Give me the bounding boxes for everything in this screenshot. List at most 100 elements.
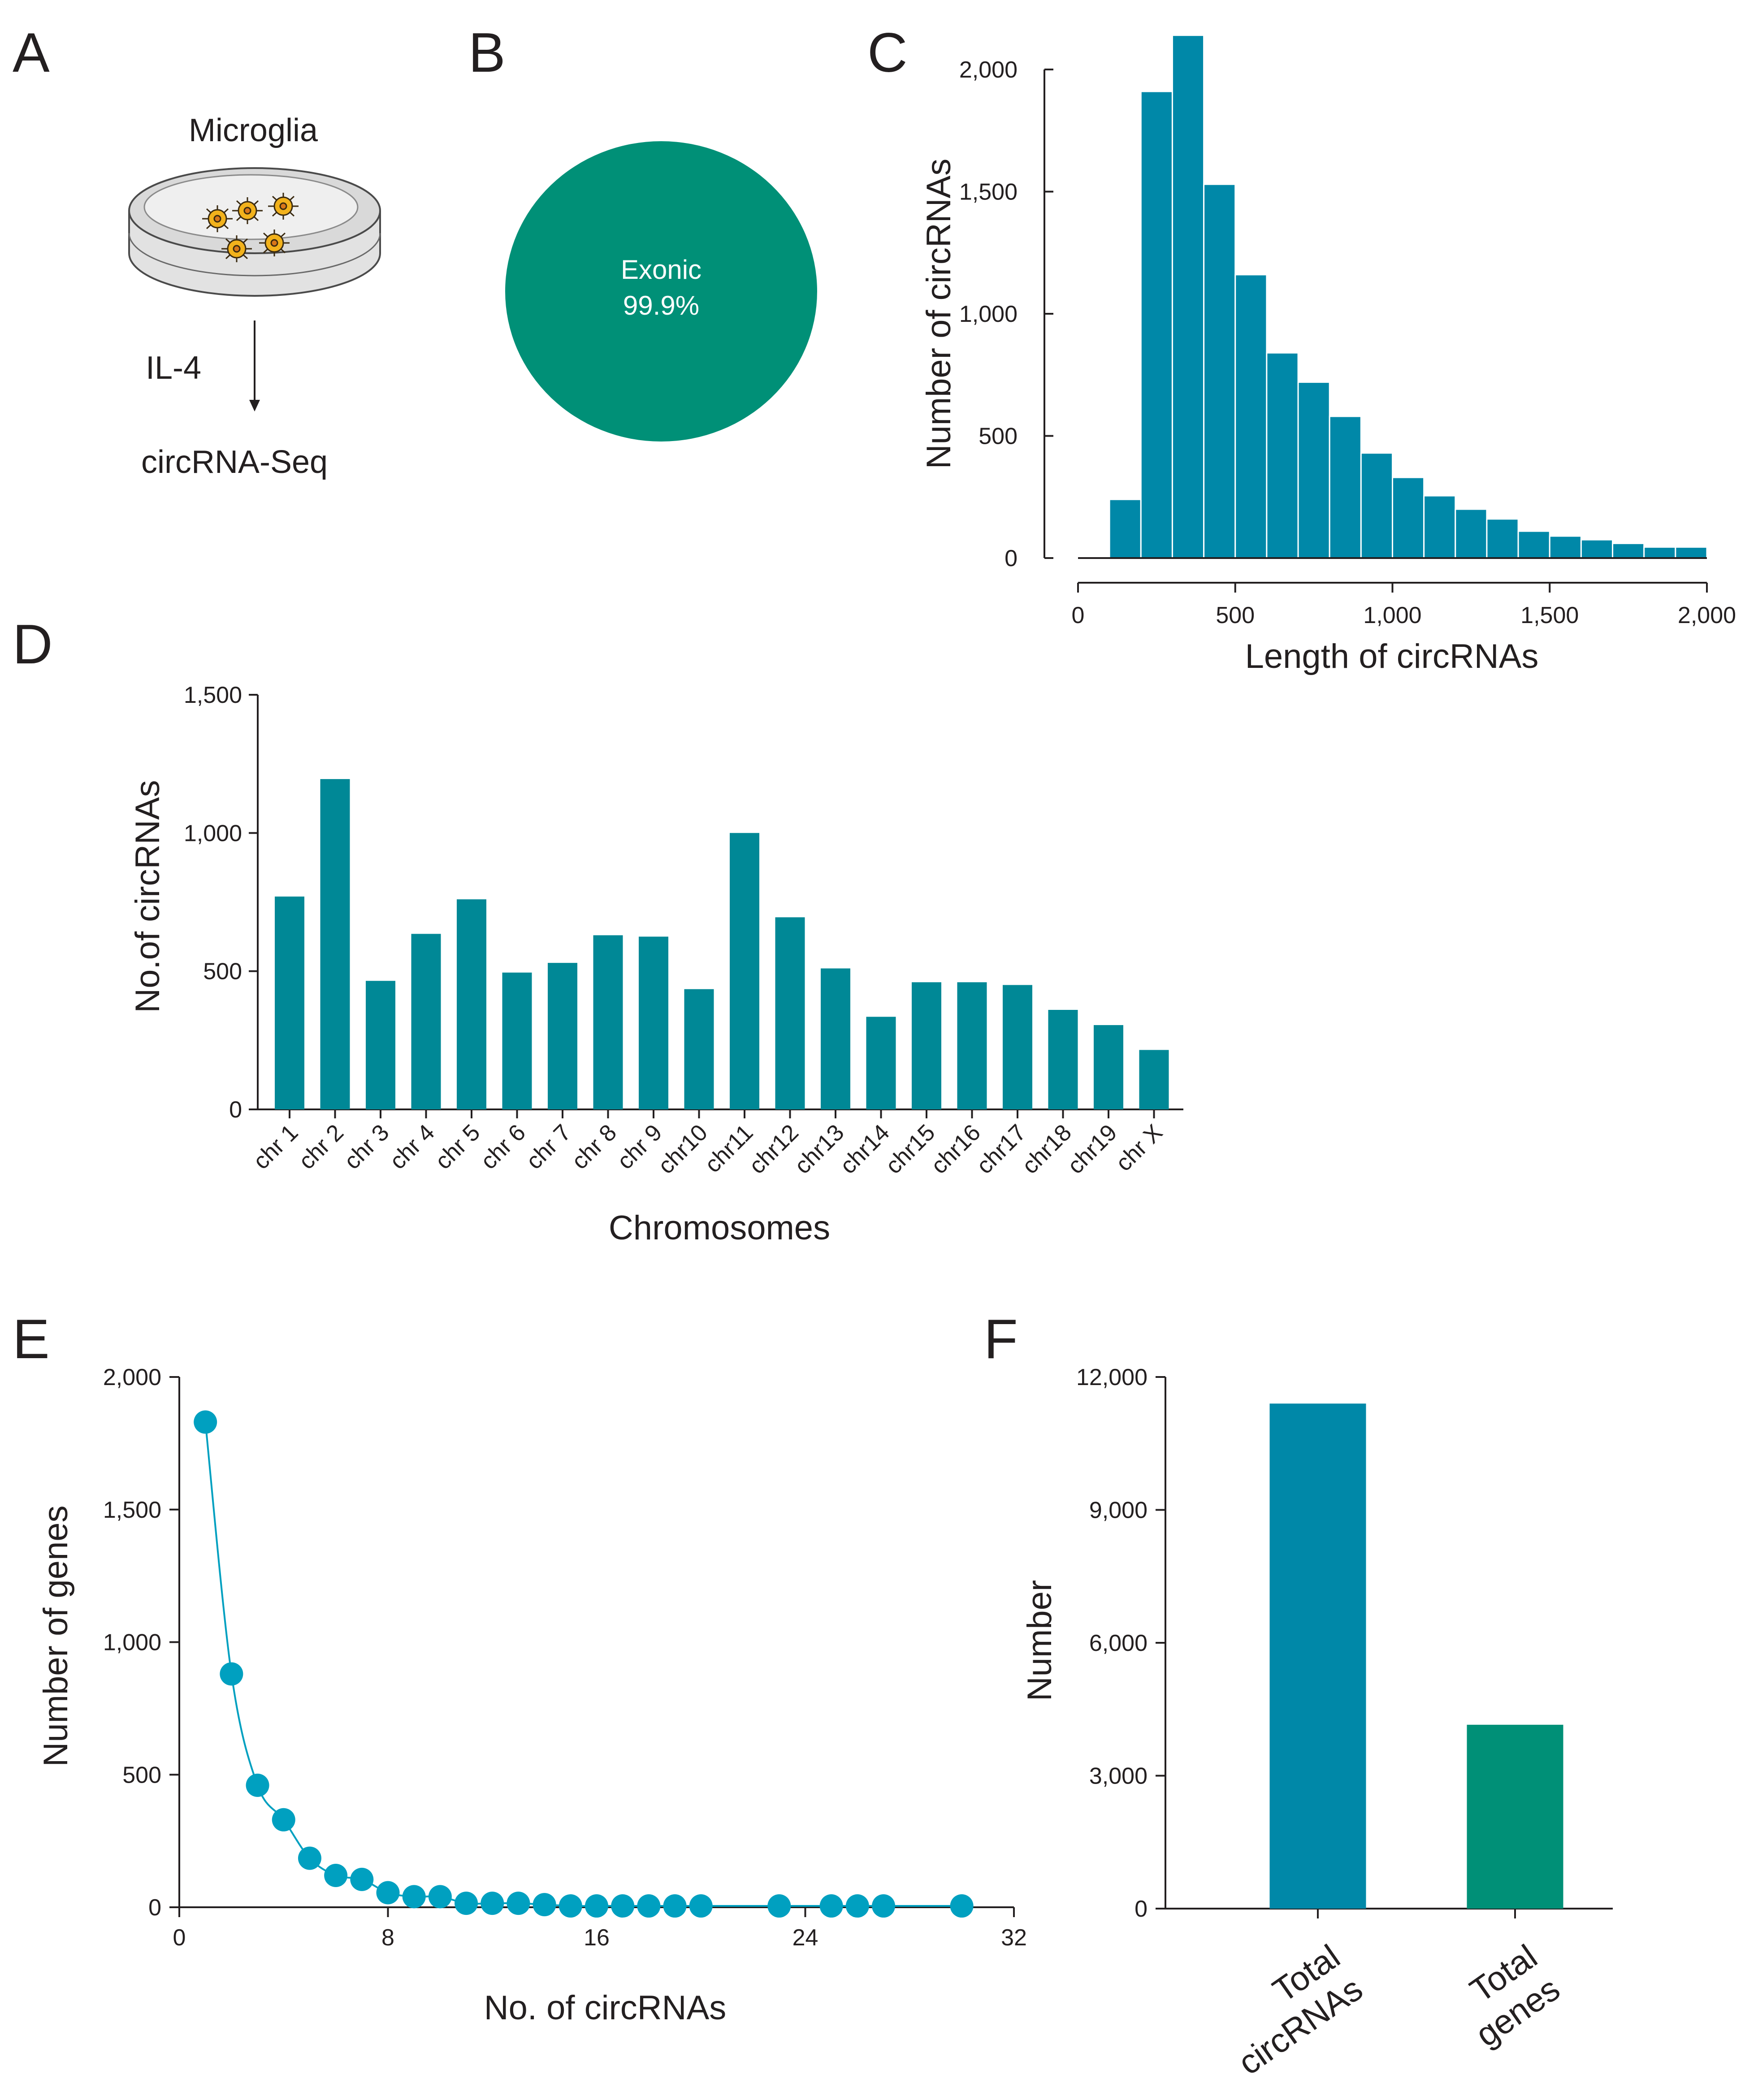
x-tick-label: 16: [584, 1925, 610, 1951]
chromosome-bar: [639, 936, 668, 1109]
chromosome-bar: [320, 779, 350, 1109]
panel-c: C 0 500 1,000 1,500 2,000 0 500 1,000 1,500 2,000…: [867, 22, 1736, 675]
histogram-bar: [1266, 352, 1299, 559]
histogram-bar: [1580, 539, 1614, 559]
histogram-bar: [1171, 35, 1205, 559]
treatment-label: IL-4: [146, 350, 201, 386]
y-tick-label: 1,500: [959, 179, 1018, 205]
histogram-bar: [1297, 381, 1330, 559]
data-point: [637, 1894, 661, 1918]
y-tick-label: 500: [122, 1762, 161, 1788]
y-tick-label: 0: [1134, 1896, 1147, 1922]
chromosome-bar: [775, 917, 805, 1109]
chromosome-bar: [411, 934, 441, 1109]
data-point: [663, 1894, 687, 1918]
data-point: [350, 1867, 374, 1891]
x-tick-label: 1,500: [1520, 602, 1579, 628]
y-axis-title: Number of genes: [37, 1506, 75, 1767]
histogram-bar: [1234, 274, 1268, 559]
data-point: [507, 1892, 530, 1915]
data-point: [220, 1662, 243, 1686]
chromosome-bar: [548, 963, 577, 1109]
pie-chart: Exonic 99.9%: [505, 141, 817, 442]
x-tick-label: 0: [1072, 602, 1085, 628]
histogram-bar: [1423, 495, 1456, 559]
chromosome-bar: [866, 1017, 896, 1109]
data-point: [689, 1894, 713, 1918]
histogram-bar: [1486, 518, 1519, 559]
chromosome-bar: [366, 981, 395, 1109]
pie-slice-label: Exonic: [621, 255, 701, 285]
chromosome-label: chr14: [835, 1119, 895, 1179]
chromosome-label: chr X: [1111, 1119, 1168, 1176]
data-point: [845, 1894, 869, 1918]
y-tick-label: 1,500: [103, 1497, 161, 1523]
data-point: [272, 1808, 295, 1832]
panel-letter-b: B: [468, 22, 506, 84]
data-point: [298, 1846, 321, 1870]
petri-dish-icon: [128, 167, 381, 297]
x-axis-title: Length of circRNAs: [1245, 637, 1539, 675]
panel-letter-f: F: [984, 1308, 1018, 1370]
y-tick-label: 12,000: [1076, 1364, 1147, 1390]
data-point: [324, 1864, 348, 1888]
histogram-bar: [1517, 530, 1550, 559]
x-tick-label: 8: [381, 1925, 394, 1951]
chromosome-label: chr 1: [248, 1119, 303, 1174]
chromosome-bar: [593, 935, 623, 1109]
chromosome-label: chr10: [653, 1119, 713, 1179]
chromosome-label: chr17: [971, 1119, 1031, 1179]
data-point: [481, 1892, 504, 1915]
data-point: [819, 1894, 843, 1918]
data-point: [402, 1885, 426, 1909]
chromosome-label: chr 4: [385, 1119, 440, 1174]
x-tick-label: 24: [792, 1925, 818, 1951]
histogram-bar: [1612, 542, 1645, 559]
data-point: [455, 1892, 478, 1915]
chromosome-bar: [457, 899, 486, 1109]
process-arrow: [249, 320, 260, 411]
histogram-bar: [1643, 546, 1676, 559]
chromosome-label: chr 3: [339, 1119, 394, 1174]
y-axis-title: Number: [1021, 1580, 1059, 1701]
chromosome-label: chr 6: [476, 1119, 531, 1174]
data-point: [559, 1894, 582, 1918]
histogram-bar: [1329, 416, 1362, 559]
totals-bar-chart: 0 3,000 6,000 9,000 12,000 TotalcircRNAs Total…: [1021, 1364, 1613, 2083]
x-tick-label: 500: [1216, 602, 1255, 628]
chromosome-bar: [1048, 1010, 1078, 1109]
chromosome-label: chr16: [926, 1119, 986, 1179]
pie-slice-exonic: [505, 141, 817, 442]
data-point: [950, 1894, 974, 1918]
pie-slice-value-label: 99.9%: [623, 290, 699, 320]
microglia-title: Microglia: [189, 113, 318, 148]
chromosome-bar: [912, 982, 941, 1109]
x-axis-title: No. of circRNAs: [484, 1989, 727, 2027]
y-tick-label: 3,000: [1089, 1763, 1147, 1789]
panel-e: E 0 500 1,000 1,500 2,000 0 8 16 24 32 No. of circ…: [13, 1308, 1027, 2027]
data-point: [533, 1893, 556, 1917]
y-tick-label: 1,000: [184, 820, 242, 846]
chromosome-bar: [502, 972, 532, 1109]
category-label: Totalgenes: [1446, 1937, 1567, 2054]
chromosome-label: chr 7: [521, 1119, 576, 1174]
y-axis-title: No.of circRNAs: [129, 780, 167, 1013]
y-tick-label: 0: [229, 1097, 242, 1123]
data-point: [611, 1894, 635, 1918]
microglia-cell-icon: [202, 193, 299, 262]
x-tick-label: 2,000: [1678, 602, 1736, 628]
y-tick-label: 2,000: [959, 57, 1018, 83]
y-tick-label: 2,000: [103, 1364, 161, 1390]
y-tick-label: 6,000: [1089, 1630, 1147, 1656]
histogram-bar: [1675, 546, 1708, 559]
y-tick-label: 1,000: [103, 1630, 161, 1656]
method-label: circRNA-Seq: [141, 444, 328, 480]
chromosome-label: chr11: [700, 1119, 758, 1178]
chromosome-bar: [1139, 1050, 1169, 1109]
chromosome-label: chr15: [880, 1119, 940, 1179]
chromosome-bar: [1003, 985, 1032, 1109]
histogram-bar: [1108, 498, 1142, 559]
x-axis-title: Chromosomes: [609, 1209, 830, 1247]
